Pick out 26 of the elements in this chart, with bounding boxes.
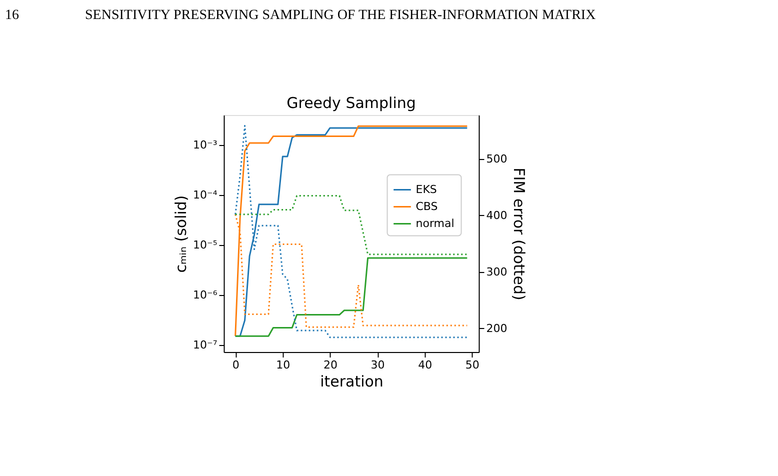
y-tick-label: 10⁻⁴ (193, 188, 218, 202)
y-tick-label: 10⁻⁶ (193, 288, 218, 302)
line-series (234, 194, 468, 256)
legend-label: CBS (416, 200, 438, 213)
text: SENSITIVITY PRESERVING SAMPLING OF THE FISHER-INFORMATION MATRIX (85, 8, 596, 23)
y-tick-label: 10⁻⁷ (193, 338, 218, 352)
y2-tick-label: 200 (486, 322, 508, 335)
text: 16 (5, 8, 19, 23)
legend-label: EKS (416, 182, 437, 196)
x-axis-title: iteration (320, 372, 384, 390)
x-tick-label: 30 (370, 358, 385, 372)
x-tick-label: 10 (276, 358, 290, 372)
x-tick-label: 40 (418, 358, 432, 372)
y2-tick-label: 400 (486, 208, 508, 222)
y2-tick-label: 300 (486, 265, 508, 278)
x-tick-label: 50 (465, 358, 480, 372)
y-tick-label: 10⁻³ (193, 138, 218, 152)
y2-axis-title: FIM error (dotted) (510, 168, 528, 300)
line-series (234, 257, 468, 337)
chart-title: Greedy Sampling (286, 94, 416, 112)
x-tick-label: 0 (232, 358, 240, 372)
x-tick-label: 20 (323, 358, 338, 372)
y-axis-title: cₘᵢₙ (solid) (172, 195, 190, 273)
legend-label: normal (416, 216, 454, 230)
y-tick-label: 10⁻⁵ (193, 238, 218, 252)
y2-tick-label: 500 (486, 152, 508, 166)
